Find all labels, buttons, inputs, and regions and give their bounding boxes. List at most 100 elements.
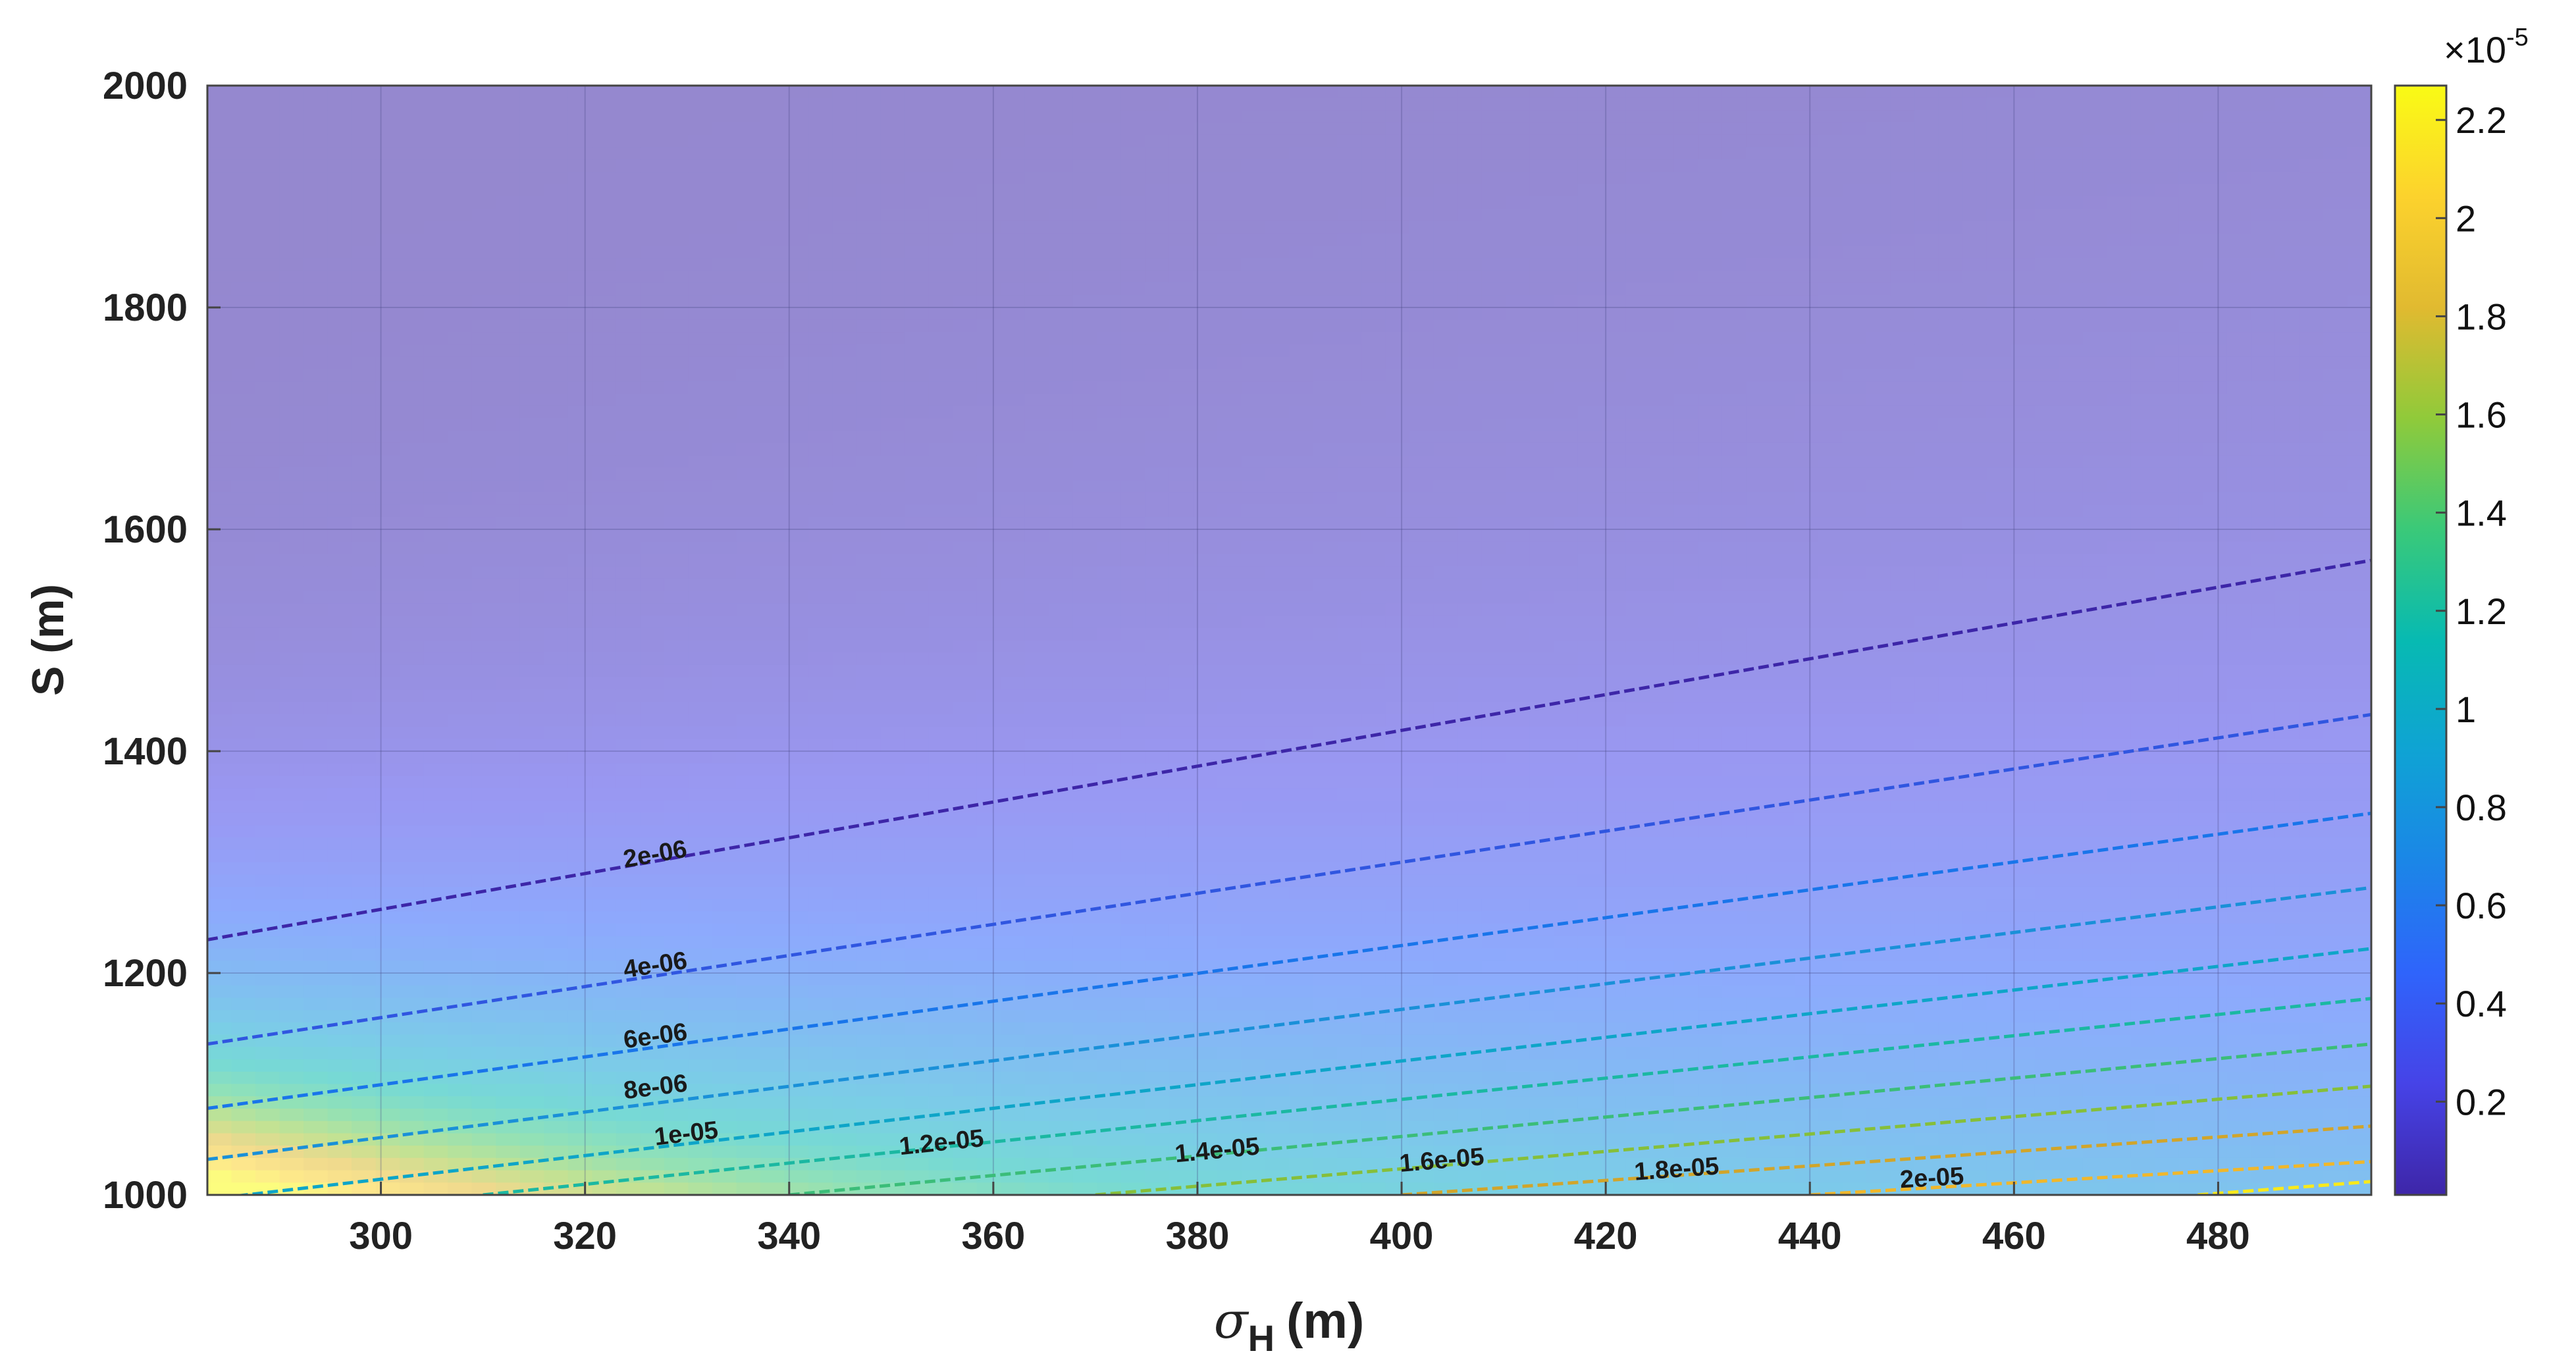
heatmap-cell (808, 221, 833, 234)
heatmap-cell (423, 1108, 449, 1122)
heatmap-cell (1217, 282, 1242, 296)
heatmap-cell (1361, 1146, 1386, 1159)
heatmap-cell (1097, 221, 1122, 234)
heatmap-cell (856, 97, 881, 111)
heatmap-cell (1072, 702, 1098, 715)
heatmap-cell (327, 763, 353, 777)
heatmap-cell (1120, 763, 1146, 777)
heatmap-cell (1289, 739, 1314, 752)
heatmap-cell (1097, 196, 1122, 210)
heatmap-cell (1481, 455, 1507, 469)
heatmap-cell (255, 282, 280, 296)
heatmap-cell (1481, 122, 1507, 136)
heatmap-cell (664, 726, 689, 740)
heatmap-cell (448, 1170, 473, 1184)
heatmap-cell (1481, 566, 1507, 579)
heatmap-cell (592, 1022, 617, 1036)
heatmap-cell (1481, 295, 1507, 308)
heatmap-cell (1001, 566, 1026, 579)
heatmap-cell (1361, 825, 1386, 838)
heatmap-cell (1217, 911, 1242, 925)
heatmap-cell (1169, 1170, 1194, 1184)
heatmap-cell (1169, 924, 1194, 937)
heatmap-cell (592, 110, 617, 124)
heatmap-cell (400, 110, 425, 124)
heatmap-cell (255, 664, 280, 678)
heatmap-cell (207, 332, 232, 346)
heatmap-cell (352, 270, 377, 284)
heatmap-cell (400, 184, 425, 198)
heatmap-cell (1049, 196, 1074, 210)
heatmap-cell (1361, 307, 1386, 321)
heatmap-cell (1241, 270, 1266, 284)
heatmap-cell (1361, 221, 1386, 234)
heatmap-cell (1458, 664, 1483, 678)
heatmap-cell (567, 529, 593, 542)
heatmap-cell (1241, 689, 1266, 703)
heatmap-cell (1458, 517, 1483, 530)
heatmap-cell (1481, 800, 1507, 814)
heatmap-cell (1097, 961, 1122, 974)
heatmap-cell (519, 997, 545, 1011)
heatmap-cell (664, 492, 689, 506)
heatmap-cell (1506, 1170, 1531, 1184)
heatmap-cell (400, 874, 425, 887)
heatmap-cell (1169, 369, 1194, 383)
heatmap-cell (808, 603, 833, 616)
heatmap-cell (1049, 849, 1074, 863)
heatmap-cell (592, 209, 617, 222)
heatmap-cell (1313, 209, 1338, 222)
heatmap-cell (231, 664, 256, 678)
heatmap-cell (1049, 616, 1074, 629)
heatmap-cell (1337, 1047, 1362, 1060)
heatmap-cell (640, 911, 665, 925)
heatmap-cell (808, 566, 833, 579)
heatmap-cell (688, 147, 713, 161)
heatmap-cell (688, 356, 713, 370)
heatmap-cell (1024, 1010, 1050, 1023)
heatmap-cell (928, 221, 954, 234)
heatmap-cell (1001, 184, 1026, 198)
heatmap-cell (1361, 911, 1386, 925)
heatmap-cell (327, 270, 353, 284)
heatmap-cell (784, 1084, 809, 1097)
heatmap-cell (784, 258, 809, 271)
heatmap-cell (519, 122, 545, 136)
heatmap-cell (352, 862, 377, 876)
heatmap-cell (519, 924, 545, 937)
heatmap-cell (760, 751, 785, 764)
heatmap-cell (616, 837, 641, 851)
heatmap-cell (1217, 196, 1242, 210)
heatmap-cell (1097, 122, 1122, 136)
heatmap-cell (544, 578, 569, 592)
heatmap-cell (1097, 307, 1122, 321)
heatmap-cell (856, 344, 881, 357)
heatmap-cell (1481, 591, 1507, 604)
heatmap-cell (1289, 332, 1314, 346)
heatmap-cell (1289, 776, 1314, 789)
heatmap-cell (1072, 86, 1098, 99)
heatmap-cell (1481, 184, 1507, 198)
heatmap-cell (544, 837, 569, 851)
heatmap-cell (423, 1022, 449, 1036)
heatmap-cell (1217, 899, 1242, 912)
heatmap-cell (1481, 1133, 1507, 1147)
heatmap-cell (712, 431, 737, 444)
heatmap-cell (1072, 147, 1098, 161)
heatmap-cell (1481, 134, 1507, 148)
heatmap-cell (856, 492, 881, 506)
heatmap-cell (832, 1157, 858, 1171)
heatmap-cell (352, 899, 377, 912)
heatmap-cell (567, 258, 593, 271)
heatmap-cell (1120, 319, 1146, 333)
heatmap-cell (616, 1182, 641, 1195)
heatmap-cell (592, 282, 617, 296)
heatmap-cell (1097, 1047, 1122, 1060)
heatmap-cell (808, 480, 833, 493)
heatmap-cell (1289, 899, 1314, 912)
heatmap-cell (1049, 209, 1074, 222)
heatmap-cell (1049, 86, 1074, 99)
heatmap-cell (856, 566, 881, 579)
heatmap-cell (1433, 961, 1459, 974)
heatmap-cell (231, 788, 256, 801)
